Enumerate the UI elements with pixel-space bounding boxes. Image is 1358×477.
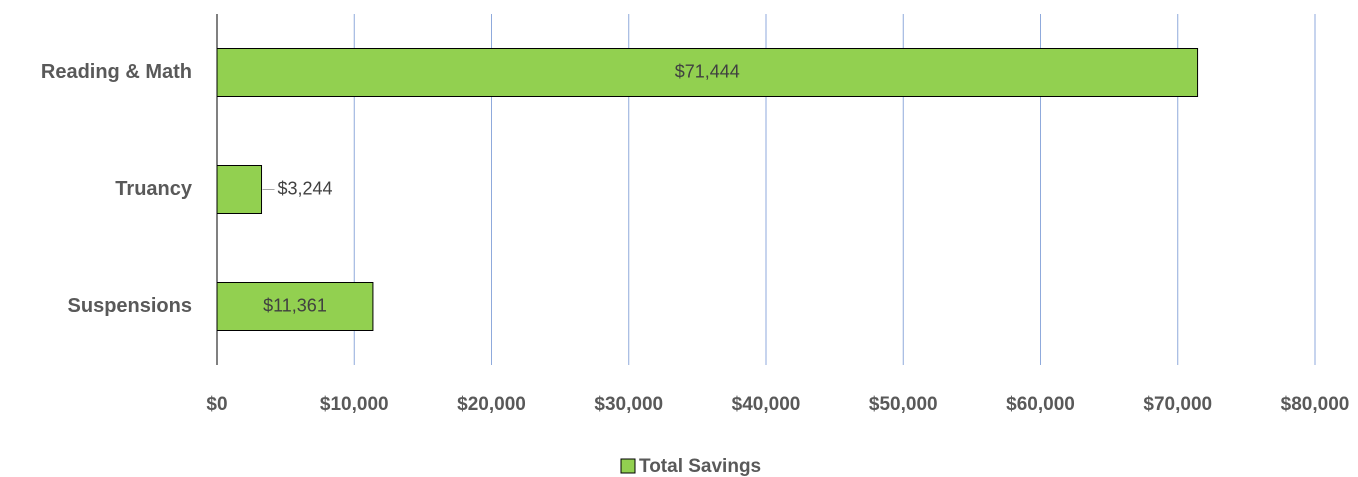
x-tick-label: $70,000 bbox=[1143, 394, 1212, 415]
x-tick-label: $50,000 bbox=[869, 394, 938, 415]
x-tick-label: $0 bbox=[206, 394, 227, 415]
x-tick-label: $40,000 bbox=[732, 394, 801, 415]
x-tick-label: $60,000 bbox=[1006, 394, 1075, 415]
y-tick-label: Reading & Math bbox=[41, 61, 192, 83]
legend-swatch bbox=[620, 458, 636, 474]
y-tick-label: Truancy bbox=[115, 178, 193, 200]
legend-label: Total Savings bbox=[639, 456, 761, 477]
x-tick-label: $30,000 bbox=[594, 394, 663, 415]
x-tick-label: $80,000 bbox=[1281, 394, 1350, 415]
data-label: $11,361 bbox=[263, 295, 327, 315]
bar bbox=[216, 165, 263, 214]
bar bbox=[216, 48, 1199, 97]
data-label: $71,444 bbox=[675, 61, 740, 81]
data-label: $3,244 bbox=[278, 178, 333, 198]
bar bbox=[216, 282, 374, 331]
x-tick-label: $20,000 bbox=[457, 394, 526, 415]
y-tick-label: Suspensions bbox=[68, 295, 192, 317]
x-tick-label: $10,000 bbox=[320, 394, 389, 415]
